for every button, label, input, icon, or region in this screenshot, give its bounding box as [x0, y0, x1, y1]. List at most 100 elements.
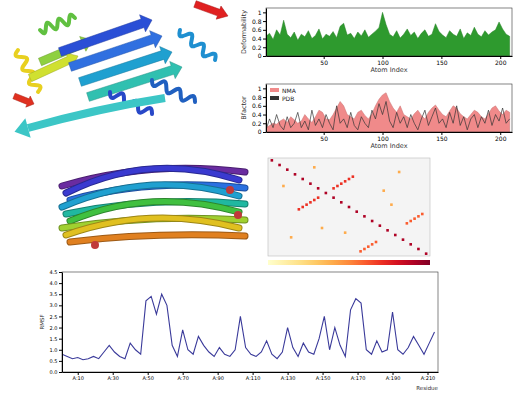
- tick: 0.5: [50, 358, 62, 364]
- tick-label: 0.8: [252, 94, 262, 101]
- tick-label: 150: [436, 59, 448, 66]
- y-axis-title: RMSF: [39, 314, 45, 329]
- contact-point: [402, 238, 405, 241]
- alpha-helix: [40, 15, 75, 34]
- tick-label: 3.5: [50, 291, 58, 297]
- side-chain: [226, 186, 234, 194]
- arrow-shaft: [28, 98, 165, 128]
- contact-point: [305, 203, 308, 206]
- axis-line: [63, 372, 439, 373]
- tick: 2.5: [50, 314, 62, 320]
- contact-point: [325, 192, 328, 195]
- figure: 5010015020000.20.40.60.81Atom IndexDefor…: [0, 0, 525, 394]
- chart-0: 5010015020000.20.40.60.81Atom IndexDefor…: [240, 8, 513, 74]
- x-axis: 50 100 150 200: [267, 56, 513, 66]
- contact-point: [301, 206, 304, 209]
- tick: 1.0: [50, 347, 62, 353]
- line: [62, 294, 435, 360]
- tick: 0.6: [252, 26, 266, 33]
- contact-point: [286, 168, 289, 171]
- contact-point: [294, 173, 297, 176]
- tick-label: 4.0: [50, 280, 58, 286]
- contact-point: [348, 178, 351, 181]
- tick-label: A:70: [177, 375, 188, 381]
- tick-label: 100: [377, 135, 389, 142]
- tick-label: 1: [258, 9, 262, 16]
- tick-mark: [263, 30, 266, 31]
- tick-label: A:190: [386, 375, 401, 381]
- contact-point: [332, 187, 335, 190]
- contact-point: [355, 210, 358, 213]
- x-axis-title: Atom Index: [370, 142, 407, 150]
- legend-swatch: [270, 88, 279, 92]
- tick: 200: [495, 132, 507, 142]
- alpha-helix: [179, 30, 215, 60]
- legend: NMAPDB: [270, 87, 297, 102]
- contact-point: [332, 196, 335, 199]
- contact-point: [344, 180, 347, 183]
- contact-point: [386, 229, 389, 232]
- tick-mark: [263, 97, 266, 98]
- plot-frame: [266, 84, 512, 132]
- tick: 3.0: [50, 302, 62, 308]
- tick: 0: [258, 128, 266, 135]
- tick-label: 100: [377, 59, 389, 66]
- tick: 0.4: [252, 35, 266, 42]
- color-bar: [268, 260, 430, 265]
- plot-area: [266, 12, 510, 56]
- plot-frame: [62, 272, 438, 372]
- contact-point: [313, 199, 316, 202]
- tick-mark: [59, 283, 62, 284]
- tube: [70, 235, 245, 242]
- tick-mark: [59, 305, 62, 306]
- contact-point: [340, 201, 343, 204]
- contact-point: [290, 236, 293, 239]
- tick-label: 200: [495, 59, 507, 66]
- tick: 4.0: [50, 280, 62, 286]
- plot-frame: [266, 8, 512, 56]
- tick-label: 0: [258, 52, 262, 59]
- tick-mark: [263, 56, 266, 57]
- tick: A:150: [316, 372, 331, 381]
- contact-point: [309, 182, 312, 185]
- tick-label: A:10: [73, 375, 84, 381]
- contact-point: [421, 213, 424, 216]
- tick-label: 0.8: [252, 18, 262, 25]
- plot-area: [266, 93, 510, 132]
- tick-mark: [59, 350, 62, 351]
- tick: 150: [436, 56, 448, 66]
- tick: 50: [320, 132, 328, 142]
- area: [266, 12, 510, 56]
- tick-label: 0.4: [252, 35, 262, 42]
- tick-mark: [263, 88, 266, 89]
- tick-label: 1.0: [50, 347, 58, 353]
- tick: 3.5: [50, 291, 62, 297]
- contact-point: [352, 175, 355, 178]
- tick-mark: [59, 272, 62, 273]
- contact-point: [425, 252, 428, 255]
- contact-point: [409, 243, 412, 246]
- contact-point: [348, 206, 351, 209]
- contact-point: [321, 227, 324, 230]
- tick-mark: [59, 316, 62, 317]
- chart-2: [268, 158, 430, 265]
- contact-point: [317, 187, 320, 190]
- tick-label: 0.6: [252, 102, 262, 109]
- tick: 50: [320, 56, 328, 66]
- x-axis: A:10A:30A:50A:70A:90A:110A:130A:150A:170…: [63, 372, 439, 381]
- plot-area: [62, 294, 435, 360]
- tick-label: 2.5: [50, 314, 58, 320]
- contact-point: [301, 178, 304, 181]
- protein-cartoon: [13, 1, 228, 138]
- contact-point: [317, 196, 320, 199]
- tick-mark: [59, 339, 62, 340]
- contact-point: [417, 215, 420, 218]
- tick-label: 50: [320, 59, 328, 66]
- axis-line: [266, 9, 267, 57]
- tick: 1: [258, 9, 266, 16]
- contact-point: [398, 171, 401, 174]
- tick: 4.5: [50, 269, 62, 275]
- tick-mark: [263, 132, 266, 133]
- contact-point: [282, 185, 285, 188]
- contact-point: [363, 248, 366, 251]
